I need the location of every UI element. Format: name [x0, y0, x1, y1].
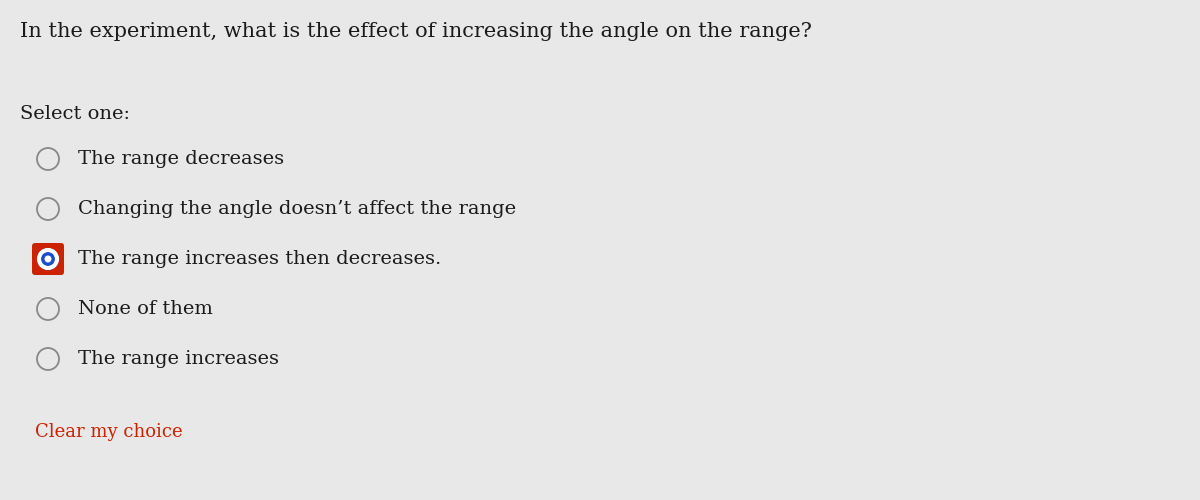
Circle shape: [44, 256, 52, 262]
Circle shape: [37, 248, 59, 270]
Text: Select one:: Select one:: [20, 105, 130, 123]
Circle shape: [38, 250, 58, 268]
Text: None of them: None of them: [78, 300, 212, 318]
Text: The range increases: The range increases: [78, 350, 278, 368]
Text: Changing the angle doesn’t affect the range: Changing the angle doesn’t affect the ra…: [78, 200, 516, 218]
FancyBboxPatch shape: [32, 243, 64, 275]
Text: The range decreases: The range decreases: [78, 150, 284, 168]
Text: The range increases then decreases.: The range increases then decreases.: [78, 250, 442, 268]
Text: Clear my choice: Clear my choice: [35, 423, 182, 441]
Text: In the experiment, what is the effect of increasing the angle on the range?: In the experiment, what is the effect of…: [20, 22, 812, 41]
